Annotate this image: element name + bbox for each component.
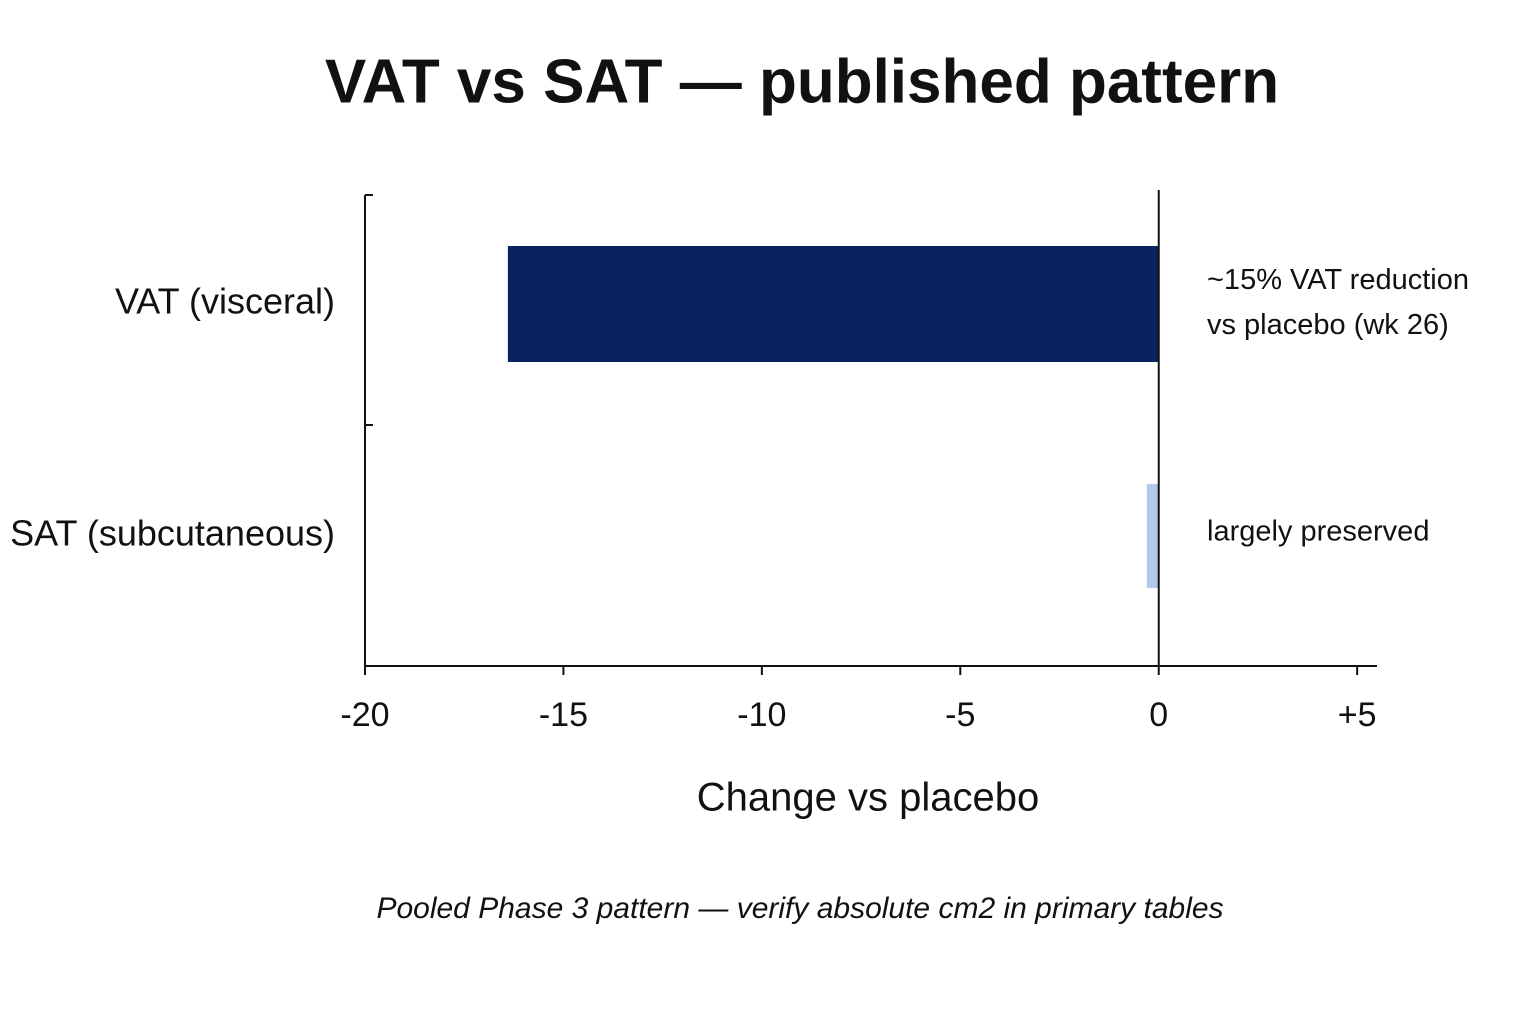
bar — [507, 246, 1159, 362]
y-tick-label: VAT (visceral) — [115, 281, 335, 322]
bar — [1146, 484, 1159, 588]
x-tick-label: -15 — [539, 696, 588, 734]
footnote: Pooled Phase 3 pattern — verify absolute… — [376, 892, 1223, 925]
x-tick-label: -10 — [737, 696, 786, 734]
annotation: largely preserved — [1207, 516, 1429, 548]
annotation: vs placebo (wk 26) — [1207, 309, 1449, 341]
y-tick-label: SAT (subcutaneous) — [10, 513, 335, 554]
x-axis-label: Change vs placebo — [697, 776, 1039, 820]
x-tick-label: -20 — [340, 696, 389, 734]
x-tick-label: -5 — [945, 696, 975, 734]
x-tick-label: +5 — [1338, 696, 1377, 734]
annotation: ~15% VAT reduction — [1207, 264, 1469, 296]
x-tick-label: 0 — [1149, 696, 1168, 734]
chart-title: VAT vs SAT — published pattern — [325, 47, 1279, 116]
